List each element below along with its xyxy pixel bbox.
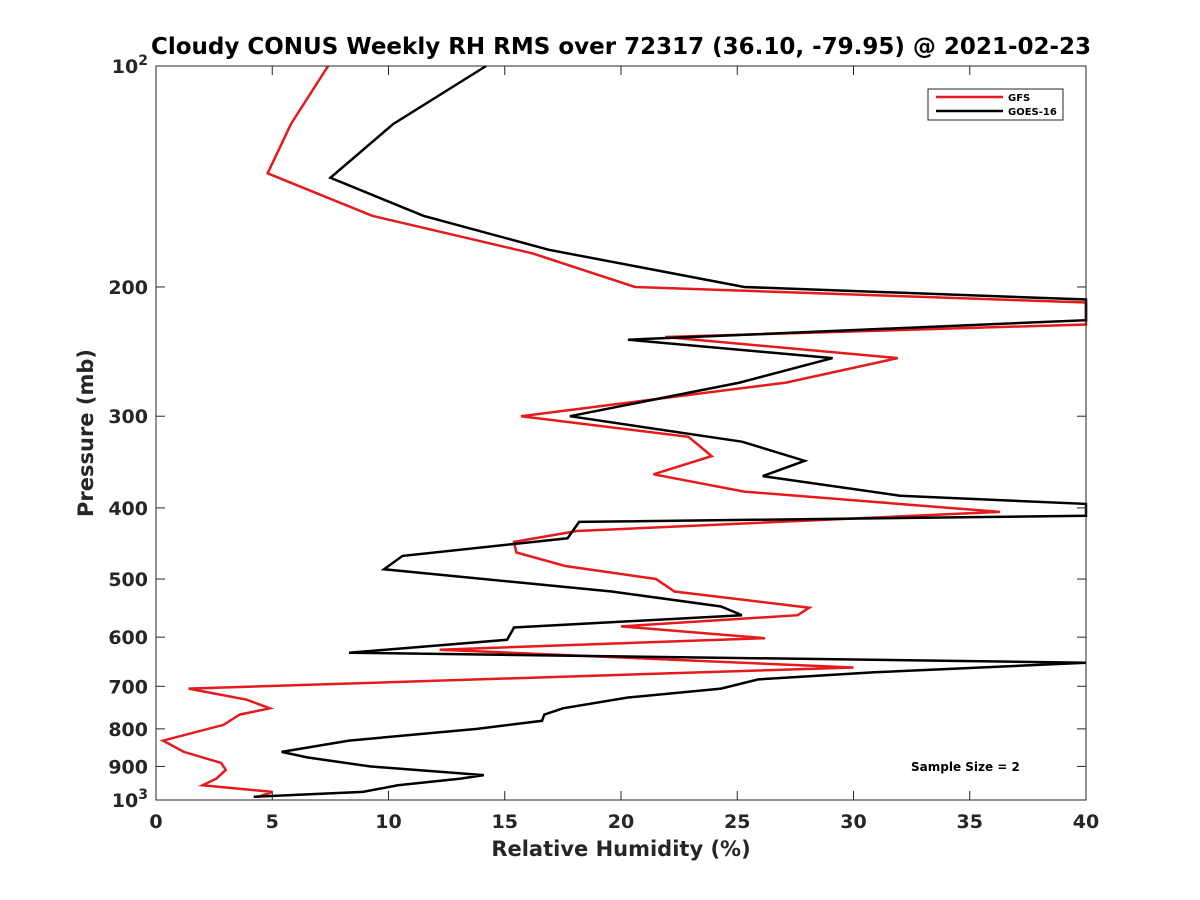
y-tick-label: 900 [108, 756, 148, 778]
y-tick-label: 600 [108, 627, 148, 649]
x-tick-label: 10 [375, 811, 401, 833]
x-tick-label: 35 [957, 811, 983, 833]
series-line-gfs [159, 65, 1088, 798]
y-tick-label: 800 [108, 719, 148, 741]
y-axis: 102 200 300 400 500 600 700 800 900 103 [108, 53, 1086, 812]
y-tick-label: 700 [108, 676, 148, 698]
x-axis: 0 5 10 15 20 25 30 35 40 [149, 66, 1099, 833]
x-tick-label: 20 [608, 811, 634, 833]
legend-label-goes16: GOES-16 [1008, 107, 1057, 118]
series-line-goes16 [253, 64, 1088, 799]
x-tick-label: 15 [492, 811, 518, 833]
y-tick-label: 102 [112, 53, 148, 78]
x-tick-label: 40 [1073, 811, 1099, 833]
legend-label-gfs: GFS [1008, 93, 1030, 104]
y-axis-label: Pressure (mb) [74, 349, 98, 517]
x-tick-label: 5 [266, 811, 279, 833]
legend: GFS GOES-16 [927, 88, 1064, 121]
x-axis-label: Relative Humidity (%) [491, 837, 750, 861]
x-tick-label: 0 [149, 811, 162, 833]
chart-title: Cloudy CONUS Weekly RH RMS over 72317 (3… [151, 34, 1091, 60]
y-tick-label: 103 [112, 787, 148, 812]
legend-box [927, 88, 1064, 121]
series-layer [159, 64, 1088, 799]
y-tick-label: 300 [108, 406, 148, 428]
y-tick-label: 400 [108, 498, 148, 520]
plot-area-frame [155, 65, 1087, 801]
x-tick-label: 30 [840, 811, 866, 833]
x-tick-label: 25 [724, 811, 750, 833]
sample-size-annotation: Sample Size = 2 [911, 760, 1020, 774]
y-tick-label: 500 [108, 569, 148, 591]
y-tick-label: 200 [108, 277, 148, 299]
